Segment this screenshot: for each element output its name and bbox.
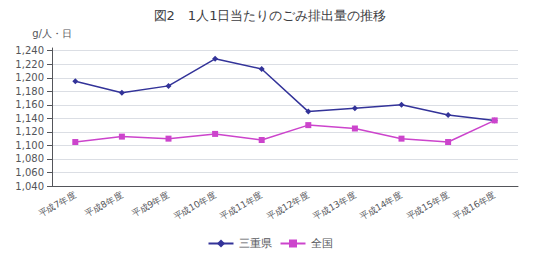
svg-text:1,200: 1,200 bbox=[15, 72, 44, 83]
svg-text:1,140: 1,140 bbox=[15, 113, 44, 124]
svg-text:1,240: 1,240 bbox=[15, 45, 44, 56]
svg-text:平成8年度: 平成8年度 bbox=[83, 190, 124, 220]
svg-text:全国: 全国 bbox=[311, 237, 333, 250]
svg-text:平成13年度: 平成13年度 bbox=[311, 190, 357, 222]
svg-text:平成11年度: 平成11年度 bbox=[218, 190, 264, 222]
svg-text:平成12年度: 平成12年度 bbox=[265, 190, 311, 222]
svg-text:図2 1人1日当たりのごみ排出量の推移: 図2 1人1日当たりのごみ排出量の推移 bbox=[154, 8, 387, 23]
svg-text:1,220: 1,220 bbox=[15, 59, 44, 70]
svg-text:三重県: 三重県 bbox=[239, 237, 272, 250]
svg-text:平成10年度: 平成10年度 bbox=[172, 190, 218, 222]
svg-text:1,040: 1,040 bbox=[15, 181, 44, 192]
svg-text:g/人・日: g/人・日 bbox=[32, 28, 72, 39]
svg-text:平成14年度: 平成14年度 bbox=[358, 190, 404, 222]
svg-text:1,060: 1,060 bbox=[15, 167, 44, 178]
svg-text:平成15年度: 平成15年度 bbox=[405, 190, 451, 222]
svg-text:1,160: 1,160 bbox=[15, 99, 44, 110]
svg-text:1,100: 1,100 bbox=[15, 140, 44, 151]
svg-text:平成9年度: 平成9年度 bbox=[130, 190, 171, 220]
svg-text:平成7年度: 平成7年度 bbox=[37, 190, 78, 220]
svg-text:平成16年度: 平成16年度 bbox=[451, 190, 497, 222]
svg-text:1,180: 1,180 bbox=[15, 86, 44, 97]
svg-text:1,120: 1,120 bbox=[15, 126, 44, 137]
svg-text:1,080: 1,080 bbox=[15, 153, 44, 164]
